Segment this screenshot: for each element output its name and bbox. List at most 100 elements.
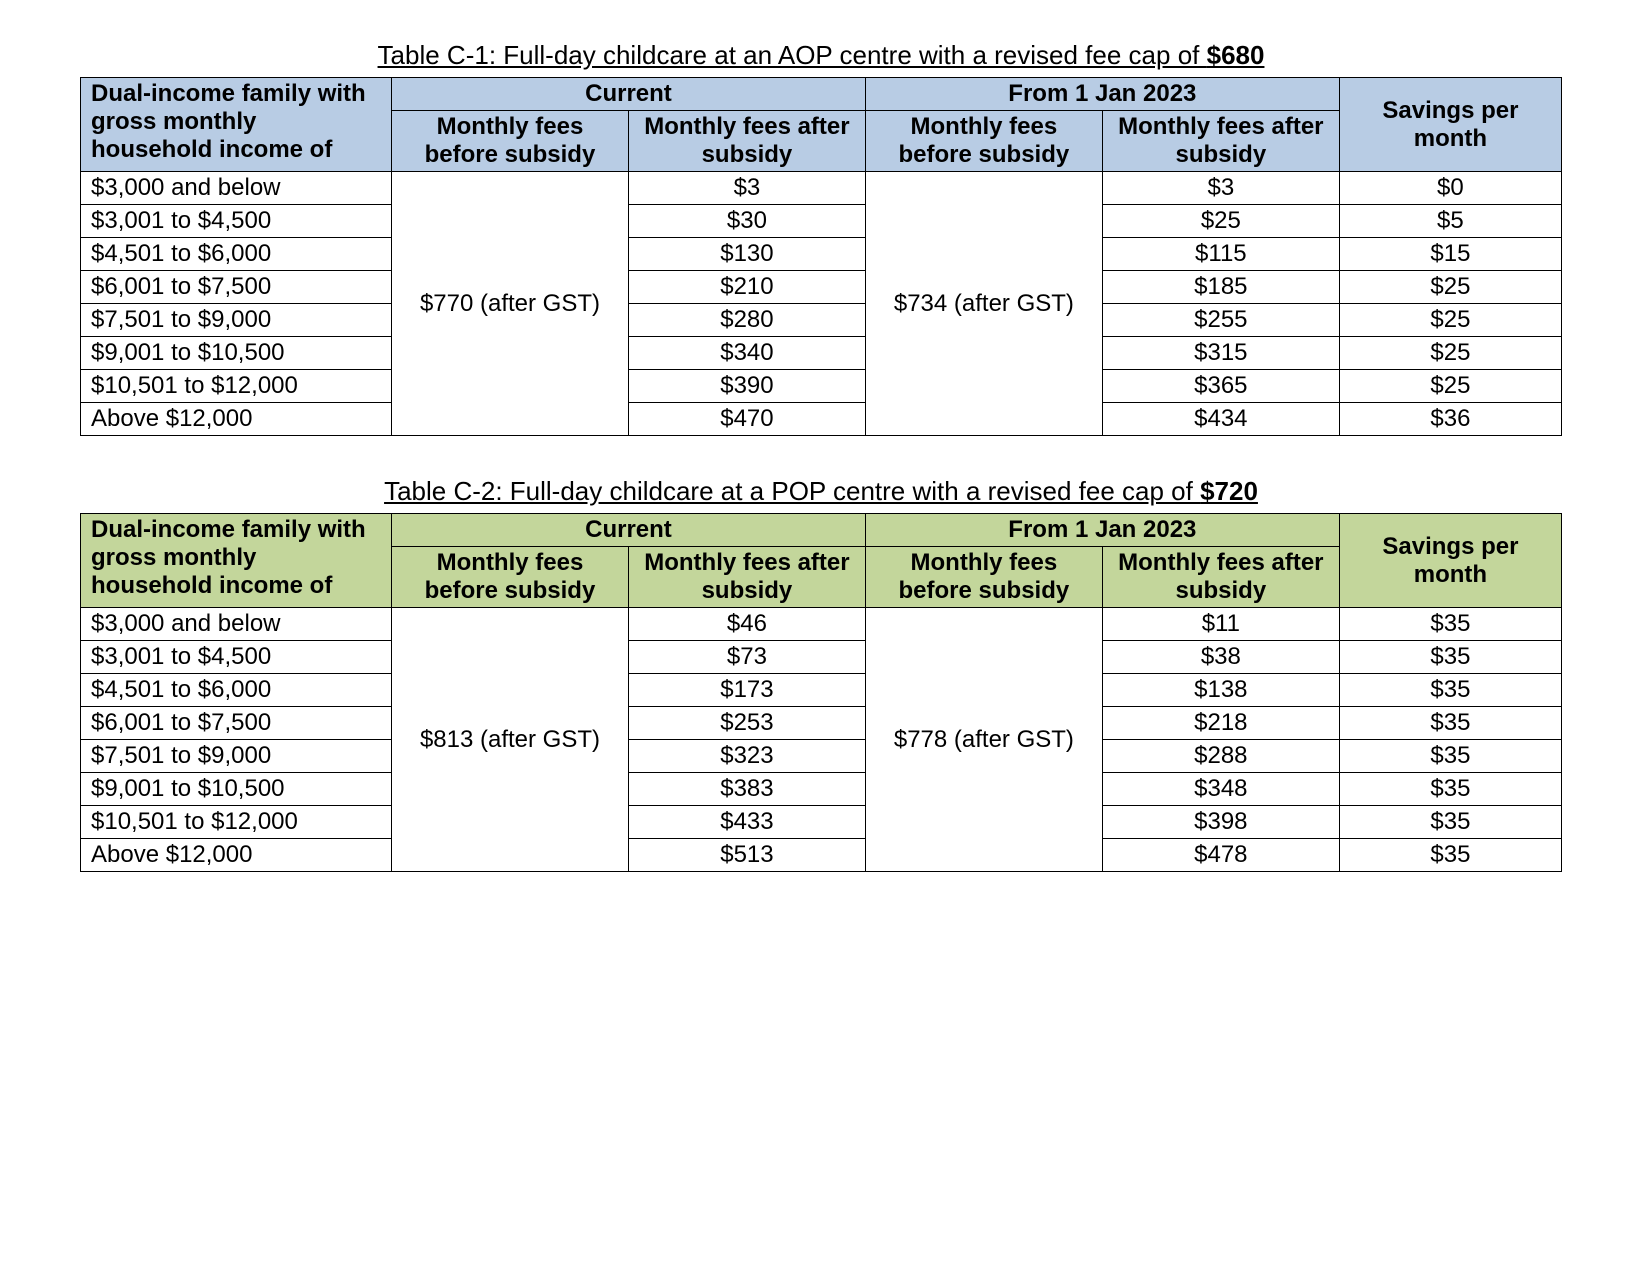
fees-after-current-cell: $340 [628,337,865,370]
savings-cell: $35 [1339,839,1561,872]
fees-after-current-cell: $470 [628,403,865,436]
income-cell: $10,501 to $12,000 [81,370,392,403]
fees-after-header: Monthly fees after subsidy [628,547,865,608]
table-title: Table C-2: Full-day childcare at a POP c… [80,476,1562,507]
fees-after-future-cell: $25 [1102,205,1339,238]
period-future-header: From 1 Jan 2023 [865,78,1339,111]
table-row: $3,000 and below$770 (after GST)$3$734 (… [81,172,1562,205]
savings-cell: $5 [1339,205,1561,238]
table-row: $6,001 to $7,500 $210 $185$25 [81,271,1562,304]
fees-after-current-cell: $173 [628,674,865,707]
income-cell: $3,000 and below [81,608,392,641]
fees-after-future-cell: $115 [1102,238,1339,271]
fees-after-future-cell: $218 [1102,707,1339,740]
period-future-header: From 1 Jan 2023 [865,514,1339,547]
fees-after-future-cell: $434 [1102,403,1339,436]
fees-after-current-cell: $280 [628,304,865,337]
fees-after-future-cell: $315 [1102,337,1339,370]
income-cell: $9,001 to $10,500 [81,337,392,370]
fees-after-current-cell: $130 [628,238,865,271]
fees-after-header: Monthly fees after subsidy [1102,547,1339,608]
table-title: Table C-1: Full-day childcare at an AOP … [80,40,1562,71]
income-cell: $10,501 to $12,000 [81,806,392,839]
savings-cell: $35 [1339,806,1561,839]
fee-table: Dual-income family with gross monthly ho… [80,77,1562,436]
fees-after-future-cell: $398 [1102,806,1339,839]
fees-after-current-cell: $210 [628,271,865,304]
income-cell: $3,001 to $4,500 [81,205,392,238]
fees-after-current-cell: $73 [628,641,865,674]
table-row: $6,001 to $7,500 $253 $218$35 [81,707,1562,740]
fee-table: Dual-income family with gross monthly ho… [80,513,1562,872]
fees-after-current-cell: $30 [628,205,865,238]
fees-after-future-cell: $138 [1102,674,1339,707]
table-row: $4,501 to $6,000$130$115$15 [81,238,1562,271]
fees-before-header: Monthly fees before subsidy [865,547,1102,608]
period-current-header: Current [392,514,866,547]
savings-cell: $35 [1339,740,1561,773]
fees-after-future-cell: $478 [1102,839,1339,872]
savings-cell: $35 [1339,707,1561,740]
income-cell: $3,001 to $4,500 [81,641,392,674]
table-row: $3,001 to $4,500 $73 $38$35 [81,641,1562,674]
income-cell: $6,001 to $7,500 [81,271,392,304]
income-cell: Above $12,000 [81,403,392,436]
savings-cell: $35 [1339,641,1561,674]
table-row: Above $12,000 $470 $434$36 [81,403,1562,436]
fees-after-future-cell: $348 [1102,773,1339,806]
fees-after-future-cell: $38 [1102,641,1339,674]
table-title-cap: $680 [1207,40,1265,70]
row-header: Dual-income family with gross monthly ho… [81,514,392,608]
table-row: $7,501 to $9,000 $323 $288$35 [81,740,1562,773]
fees-after-current-cell: $3 [628,172,865,205]
table-row: $3,001 to $4,500 $30 $25$5 [81,205,1562,238]
row-header: Dual-income family with gross monthly ho… [81,78,392,172]
savings-cell: $25 [1339,271,1561,304]
period-current-header: Current [392,78,866,111]
income-cell: $7,501 to $9,000 [81,740,392,773]
savings-cell: $35 [1339,674,1561,707]
income-cell: $4,501 to $6,000 [81,238,392,271]
fees-before-current-cell: $770 (after GST) [392,172,629,436]
savings-cell: $0 [1339,172,1561,205]
table-row: $9,001 to $10,500 $383 $348$35 [81,773,1562,806]
savings-cell: $25 [1339,337,1561,370]
table-row: $10,501 to $12,000 $390 $365$25 [81,370,1562,403]
table-row: $9,001 to $10,500 $340 $315$25 [81,337,1562,370]
fees-after-current-cell: $513 [628,839,865,872]
fees-after-current-cell: $46 [628,608,865,641]
table-title-text: Table C-2: Full-day childcare at a POP c… [384,476,1200,506]
savings-cell: $25 [1339,370,1561,403]
table-row: $4,501 to $6,000 $173 $138$35 [81,674,1562,707]
fees-after-current-cell: $253 [628,707,865,740]
savings-cell: $35 [1339,773,1561,806]
fees-after-current-cell: $383 [628,773,865,806]
table-row: $3,000 and below$813 (after GST)$46$778 … [81,608,1562,641]
fees-before-future-cell: $734 (after GST) [865,172,1102,436]
table-title-cap: $720 [1200,476,1258,506]
income-cell: $6,001 to $7,500 [81,707,392,740]
fees-before-header: Monthly fees before subsidy [392,547,629,608]
fees-after-future-cell: $11 [1102,608,1339,641]
table-row: $7,501 to $9,000$280$255$25 [81,304,1562,337]
savings-cell: $36 [1339,403,1561,436]
fees-after-future-cell: $288 [1102,740,1339,773]
fees-after-future-cell: $185 [1102,271,1339,304]
fees-before-future-cell: $778 (after GST) [865,608,1102,872]
fees-after-header: Monthly fees after subsidy [628,111,865,172]
income-cell: $4,501 to $6,000 [81,674,392,707]
savings-cell: $25 [1339,304,1561,337]
fees-after-current-cell: $390 [628,370,865,403]
fees-after-future-cell: $3 [1102,172,1339,205]
savings-cell: $35 [1339,608,1561,641]
fees-after-current-cell: $433 [628,806,865,839]
income-cell: $9,001 to $10,500 [81,773,392,806]
fees-after-header: Monthly fees after subsidy [1102,111,1339,172]
fees-after-current-cell: $323 [628,740,865,773]
fees-after-future-cell: $365 [1102,370,1339,403]
income-cell: $7,501 to $9,000 [81,304,392,337]
fees-before-current-cell: $813 (after GST) [392,608,629,872]
table-row: $10,501 to $12,000 $433 $398$35 [81,806,1562,839]
fees-before-header: Monthly fees before subsidy [865,111,1102,172]
table-row: Above $12,000$513$478$35 [81,839,1562,872]
